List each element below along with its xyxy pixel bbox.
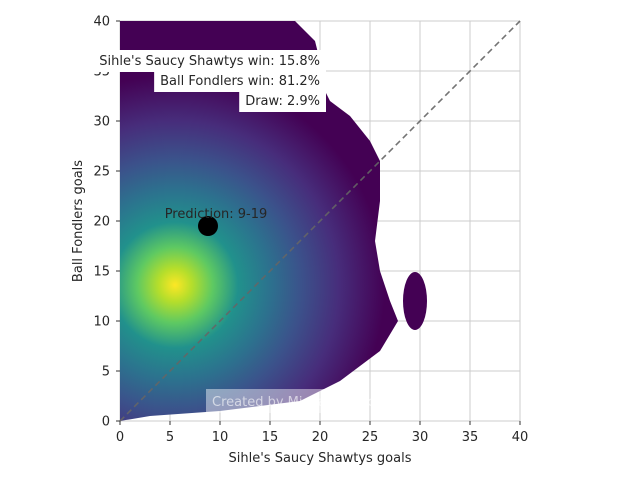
x-tick-label: 0 [116,430,124,445]
y-tick-label: 0 [102,415,110,430]
x-tick-label: 25 [362,430,379,445]
prediction-label: Prediction: 9-19 [165,207,268,222]
x-tick-label: 20 [312,430,329,445]
y-axis-label: Ball Fondlers goals [71,160,86,282]
annotation-box [93,50,326,72]
annotation-text: Sihle's Saucy Shawtys win: 15.8% [99,54,320,69]
prediction-point [198,216,218,236]
density-layer [120,21,427,421]
density-region [120,21,398,421]
y-tick-label: 10 [93,315,110,330]
watermark-text: Created by Michael Nefiodovas [212,395,414,410]
watermark-box [206,389,332,413]
win-probability-annotation: Draw: 2.9% [239,90,326,112]
annotation-text: Ball Fondlers win: 81.2% [160,74,320,89]
win-probability-annotation: Ball Fondlers win: 81.2% [154,70,326,92]
y-tick-label: 5 [102,365,110,380]
y-tick-label: 20 [93,215,110,230]
x-tick-label: 5 [166,430,174,445]
density-island [403,272,427,330]
overlay: Prediction: 9-19 Sihle's Saucy Shawtys wi… [93,20,521,422]
y-tick-label: 30 [93,115,110,130]
y-tick-label: 15 [93,265,110,280]
diagonal-reference-line [119,20,521,422]
x-axis-label: Sihle's Saucy Shawtys goals [229,451,412,466]
annotation-box [239,90,326,112]
x-tick-label: 30 [412,430,429,445]
x-tick-label: 15 [262,430,279,445]
x-tick-label: 40 [512,430,529,445]
annotation-box [154,70,326,92]
win-probability-annotation: Sihle's Saucy Shawtys win: 15.8% [93,50,326,72]
x-tick-label: 35 [462,430,479,445]
y-tick-label: 40 [93,15,110,30]
annotation-text: Draw: 2.9% [245,94,320,109]
watermark: Created by Michael Nefiodovas [206,389,414,413]
y-tick-label: 25 [93,165,110,180]
x-tick-label: 10 [212,430,229,445]
